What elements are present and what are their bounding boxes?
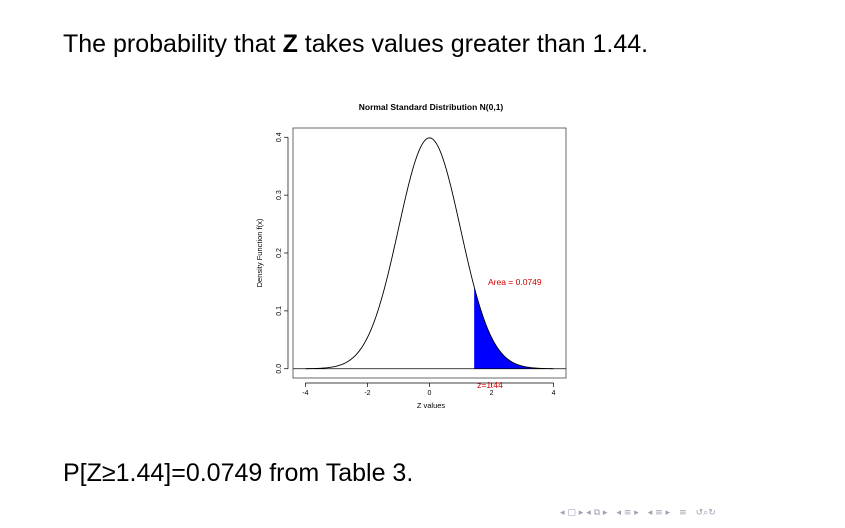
title-variable: Z bbox=[282, 30, 298, 58]
chart-title: Normal Standard Distribution N(0,1) bbox=[359, 102, 504, 112]
normal-distribution-chart: Normal Standard Distribution N(0,1) Z va… bbox=[255, 102, 567, 410]
title-suffix: takes values greater than 1.44. bbox=[297, 30, 649, 58]
x-tick-label: -2 bbox=[364, 390, 370, 397]
nav-first-icon[interactable]: ◂ ▢ ▸ bbox=[560, 508, 584, 518]
chart-annotation: Area = 0.0749 bbox=[488, 277, 542, 287]
y-tick-label: 0.2 bbox=[276, 248, 283, 258]
nav-frame-icon[interactable]: ◂ ⧉ ▸ bbox=[586, 508, 608, 518]
title-prefix: The probability that bbox=[63, 30, 283, 58]
chart-annotation: z=1.44 bbox=[477, 380, 503, 390]
nav-subsection-icon[interactable]: ◂ ≡ ▸ bbox=[647, 508, 671, 518]
x-tick-label: -4 bbox=[302, 390, 308, 397]
nav-section-icon[interactable]: ◂ ≡ ▸ bbox=[616, 508, 639, 518]
x-axis-label: Z values bbox=[417, 401, 446, 410]
probability-statement: P[Z≥1.44]=0.0749 from Table 3. bbox=[63, 459, 414, 487]
x-tick-label: 0 bbox=[428, 390, 432, 397]
shaded-tail-area bbox=[474, 286, 554, 369]
beamer-navigation: ◂ ▢ ▸ ◂ ⧉ ▸ ◂ ≡ ▸ ◂ ≡ ▸ ≡ ↺⌕↻ bbox=[560, 508, 719, 518]
y-tick-label: 0.0 bbox=[276, 364, 283, 374]
normal-distribution-figure: Normal Standard Distribution N(0,1) Z va… bbox=[245, 95, 585, 420]
x-tick-label: 4 bbox=[552, 390, 556, 397]
y-axis-label: Density Function f(x) bbox=[255, 218, 264, 287]
y-tick-label: 0.3 bbox=[276, 190, 283, 200]
slide-title: The probability that Z takes values grea… bbox=[63, 26, 648, 62]
density-curve bbox=[305, 137, 554, 370]
y-tick-label: 0.1 bbox=[276, 306, 283, 316]
plot-frame bbox=[292, 127, 567, 379]
nav-outline-icon[interactable]: ≡ bbox=[679, 508, 687, 518]
y-tick-label: 0.4 bbox=[276, 132, 283, 142]
nav-search-icon[interactable]: ↺⌕↻ bbox=[695, 508, 716, 518]
x-tick-label: 2 bbox=[490, 390, 494, 397]
